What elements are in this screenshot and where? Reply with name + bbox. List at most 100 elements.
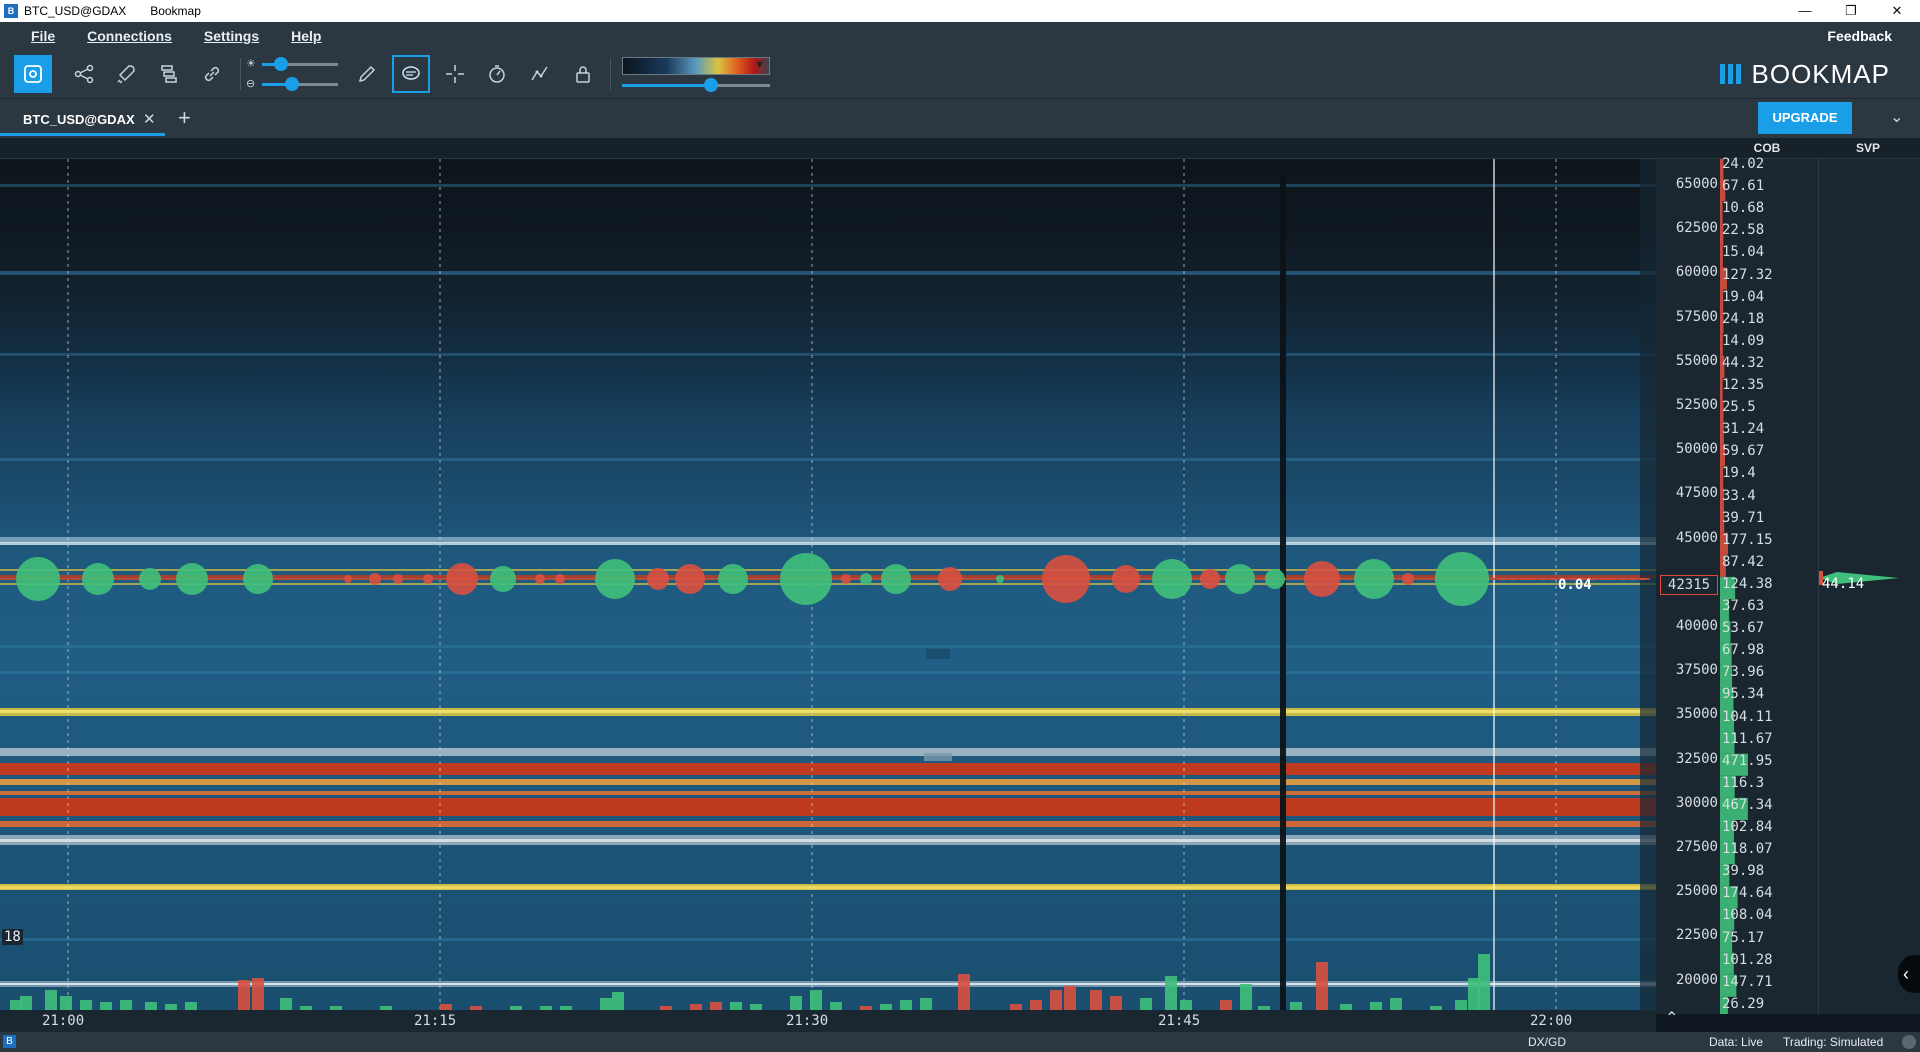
speed-slider[interactable] bbox=[622, 78, 770, 92]
add-tab-button[interactable]: + bbox=[178, 105, 191, 130]
brightness-slider[interactable] bbox=[262, 57, 338, 71]
tab-bar: BTC_USD@GDAX ✕ + UPGRADE ⌄ bbox=[0, 98, 1920, 138]
cob-value: 67.98 bbox=[1722, 642, 1765, 659]
left-counter: 18 bbox=[2, 929, 23, 945]
cob-value: 14.09 bbox=[1722, 332, 1765, 349]
status-exchange: DX/GD bbox=[1528, 1035, 1567, 1049]
cob-bar bbox=[1720, 820, 1734, 843]
volume-bar bbox=[1110, 996, 1122, 1010]
heatmap-color-scheme-select[interactable]: ▼ bbox=[622, 57, 770, 75]
crosshair-icon[interactable] bbox=[436, 55, 474, 93]
volume-bar bbox=[1430, 1006, 1442, 1010]
cob-value: 37.63 bbox=[1722, 598, 1765, 614]
price-label: 65000 bbox=[1675, 176, 1718, 192]
upgrade-button[interactable]: UPGRADE bbox=[1758, 102, 1852, 134]
pencil-icon[interactable] bbox=[348, 55, 386, 93]
cob-bar bbox=[1720, 510, 1725, 533]
liquidity-band bbox=[0, 710, 1656, 713]
menu-help[interactable]: Help bbox=[291, 28, 322, 44]
cob-bar bbox=[1720, 355, 1725, 378]
volume-bar bbox=[830, 1002, 842, 1010]
cob-bar bbox=[1720, 201, 1723, 224]
cob-bar bbox=[1720, 378, 1723, 401]
chat-icon[interactable] bbox=[392, 55, 430, 93]
link-icon[interactable] bbox=[193, 55, 231, 93]
cob-bar bbox=[1720, 996, 1728, 1014]
rocket-icon[interactable] bbox=[107, 55, 145, 93]
cob-value: 111.67 bbox=[1722, 730, 1773, 747]
volume-bar bbox=[252, 978, 264, 1010]
liquidity-band bbox=[0, 184, 1656, 187]
cob-bar bbox=[1720, 532, 1729, 555]
volume-bar bbox=[185, 1002, 197, 1010]
collapse-panel-icon[interactable]: ‹ bbox=[1898, 955, 1920, 993]
volume-bar bbox=[1240, 984, 1252, 1010]
heatmap-overlay bbox=[0, 159, 1656, 1014]
liquidity-band bbox=[0, 779, 1656, 785]
volume-bar bbox=[860, 1006, 872, 1010]
sell-trade-bubble bbox=[555, 574, 565, 584]
volume-bar bbox=[10, 1000, 22, 1010]
panel-header-row bbox=[0, 138, 1920, 159]
menu-file[interactable]: File bbox=[31, 28, 56, 44]
close-tab-icon[interactable]: ✕ bbox=[143, 111, 156, 128]
volume-bar bbox=[1468, 978, 1480, 1010]
volume-bar bbox=[1180, 1000, 1192, 1010]
status-bar: B DX/GD Data: Live Trading: Simulated bbox=[0, 1032, 1920, 1052]
time-axis[interactable]: 21:00 21:15 21:30 21:45 22:00 bbox=[0, 1010, 1656, 1032]
price-axis[interactable]: 65000 62500 60000 57500 55000 52500 50000 47500… bbox=[1656, 159, 1720, 1014]
chevron-down-icon[interactable]: ⌄ bbox=[1890, 109, 1904, 126]
svp-value: 44.14 bbox=[1822, 576, 1865, 592]
logo-bars-icon bbox=[1719, 64, 1744, 84]
buy-trade-bubble bbox=[1152, 559, 1192, 599]
feedback-link[interactable]: Feedback bbox=[1827, 28, 1892, 44]
menu-settings[interactable]: Settings bbox=[203, 28, 260, 44]
heatmap-icon[interactable] bbox=[14, 55, 52, 93]
volume-bar bbox=[1370, 1002, 1382, 1010]
logo-text: BOOKMAP bbox=[1751, 58, 1890, 89]
buy-trade-bubble bbox=[1265, 569, 1285, 589]
cob-value: 53.67 bbox=[1722, 620, 1765, 637]
cob-panel: 24.02 67.61 10.68 22.58 15.04 127.32 19.04 24.1… bbox=[1720, 156, 1818, 1014]
price-label: 57500 bbox=[1675, 308, 1718, 325]
cob-value: 67.61 bbox=[1722, 178, 1765, 195]
volume-bar bbox=[280, 998, 292, 1010]
cob-bar bbox=[1720, 444, 1725, 467]
tab-btc-usd-gdax[interactable]: BTC_USD@GDAX ✕ bbox=[0, 103, 165, 136]
volume-bar bbox=[790, 996, 802, 1010]
volume-bar bbox=[600, 998, 612, 1010]
timer-icon[interactable] bbox=[478, 55, 516, 93]
liquidity-band bbox=[0, 748, 1656, 756]
minimize-button[interactable]: — bbox=[1798, 3, 1812, 18]
cob-value: 19.04 bbox=[1722, 288, 1765, 305]
sell-trade-bubble bbox=[393, 574, 403, 584]
cob-bar bbox=[1720, 400, 1724, 423]
volume-bar bbox=[100, 1002, 112, 1010]
volume-bar bbox=[1390, 998, 1402, 1010]
layers-icon[interactable] bbox=[150, 55, 188, 93]
volume-bar bbox=[1030, 1000, 1042, 1010]
buy-trade-bubble bbox=[243, 564, 273, 594]
cob-value: 87.42 bbox=[1722, 553, 1765, 570]
buy-trade-bubble bbox=[996, 575, 1004, 583]
cob-bar bbox=[1720, 797, 1748, 820]
volume-bar bbox=[900, 1000, 912, 1010]
heatmap-chart[interactable] bbox=[0, 159, 1656, 1014]
volume-bar bbox=[880, 1004, 892, 1010]
buy-trade-bubble bbox=[490, 566, 516, 592]
chevron-up-icon[interactable]: ⌃ bbox=[1665, 1010, 1679, 1027]
volume-bar bbox=[920, 998, 932, 1010]
time-label: 21:15 bbox=[414, 1013, 457, 1029]
sell-trade-bubble bbox=[1112, 565, 1140, 593]
lock-icon[interactable] bbox=[564, 55, 602, 93]
share-icon[interactable] bbox=[65, 55, 103, 93]
cob-value: 31.24 bbox=[1722, 421, 1765, 438]
volume-bar bbox=[440, 1004, 452, 1010]
indicator-icon[interactable] bbox=[521, 55, 559, 93]
close-window-button[interactable]: ✕ bbox=[1891, 3, 1903, 18]
volume-bar bbox=[1455, 1000, 1467, 1010]
volume-bar bbox=[1340, 1004, 1352, 1010]
contrast-slider[interactable] bbox=[262, 77, 338, 91]
restore-button[interactable]: ❐ bbox=[1845, 3, 1857, 18]
menu-connections[interactable]: Connections bbox=[87, 28, 172, 44]
